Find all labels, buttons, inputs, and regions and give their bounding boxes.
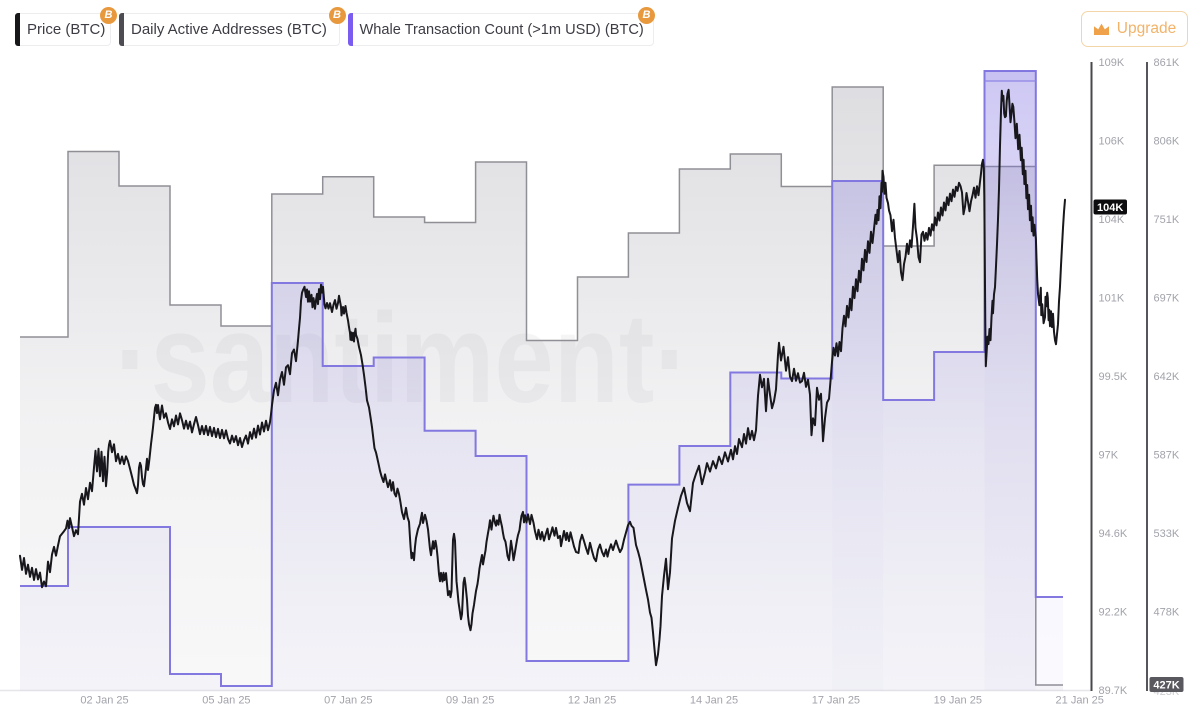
svg-text:02 Jan 25: 02 Jan 25 xyxy=(80,695,128,707)
svg-text:05 Jan 25: 05 Jan 25 xyxy=(202,695,250,707)
svg-text:427K: 427K xyxy=(1153,680,1179,692)
svg-text:642K: 642K xyxy=(1154,371,1180,383)
svg-text:21 Jan 25: 21 Jan 25 xyxy=(1056,695,1104,707)
svg-text:94.6K: 94.6K xyxy=(1099,528,1128,540)
svg-text:89.7K: 89.7K xyxy=(1099,685,1128,697)
svg-text:104K: 104K xyxy=(1099,214,1125,226)
svg-text:92.2K: 92.2K xyxy=(1099,607,1128,619)
svg-text:533K: 533K xyxy=(1154,528,1180,540)
svg-text:101K: 101K xyxy=(1099,293,1125,305)
svg-text:09 Jan 25: 09 Jan 25 xyxy=(446,695,494,707)
svg-text:17 Jan 25: 17 Jan 25 xyxy=(812,695,860,707)
svg-text:12 Jan 25: 12 Jan 25 xyxy=(568,695,616,707)
svg-text:697K: 697K xyxy=(1154,293,1180,305)
svg-text:861K: 861K xyxy=(1154,57,1180,69)
svg-text:478K: 478K xyxy=(1154,607,1180,619)
svg-text:99.5K: 99.5K xyxy=(1099,371,1128,383)
svg-text:104K: 104K xyxy=(1097,202,1123,214)
svg-text:07 Jan 25: 07 Jan 25 xyxy=(324,695,372,707)
svg-text:751K: 751K xyxy=(1154,214,1180,226)
svg-text:587K: 587K xyxy=(1154,450,1180,462)
svg-text:19 Jan 25: 19 Jan 25 xyxy=(934,695,982,707)
svg-text:97K: 97K xyxy=(1099,450,1119,462)
svg-text:14 Jan 25: 14 Jan 25 xyxy=(690,695,738,707)
svg-text:806K: 806K xyxy=(1154,136,1180,148)
svg-text:109K: 109K xyxy=(1099,57,1125,69)
svg-text:106K: 106K xyxy=(1099,136,1125,148)
